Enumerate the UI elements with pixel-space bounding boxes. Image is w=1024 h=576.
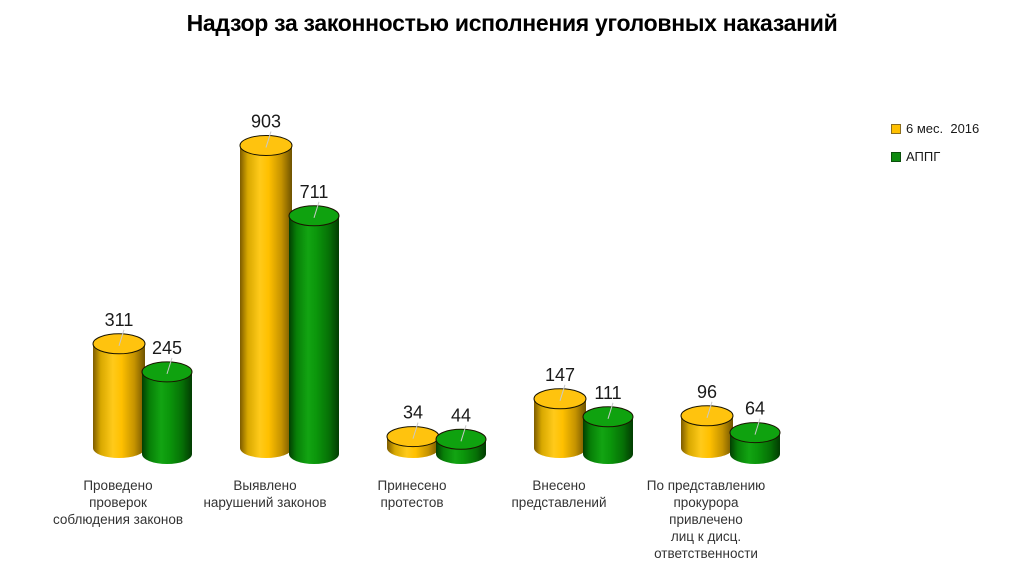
cylinder-top-s1-c3	[582, 406, 634, 428]
category-label-0: Проведено проверок соблюдения законов	[52, 478, 184, 527]
legend-item-appg: АППГ	[891, 149, 979, 164]
leader-line-s1-c3	[607, 402, 614, 419]
category-label-2: Принесено протестов	[377, 478, 447, 510]
value-label-s1-c4: 64	[745, 399, 765, 419]
legend: 6 мес. 2016 АППГ	[891, 121, 979, 164]
cylinder-body-s0-c3	[534, 398, 586, 458]
leader-line-s1-c4	[754, 418, 761, 435]
cylinder-top-s0-c4	[680, 405, 734, 427]
value-label-s1-c1: 711	[300, 182, 329, 202]
cylinder-top-s1-c4	[729, 422, 781, 444]
value-label-s0-c0: 311	[105, 310, 134, 330]
leader-line-s0-c1	[265, 131, 272, 148]
cylinder-top-s1-c0	[141, 361, 193, 383]
value-label-s0-c4: 96	[697, 382, 717, 402]
leader-line-s1-c2	[460, 425, 467, 442]
legend-swatch-appg	[891, 151, 901, 162]
legend-label-appg: АППГ	[906, 149, 941, 164]
value-label-s1-c2: 44	[451, 405, 471, 425]
category-label-1: Выявлено нарушений законов	[203, 478, 327, 510]
value-label-s0-c1: 903	[251, 112, 281, 132]
cylinder-top-s0-c1	[239, 135, 293, 156]
cylinder-body-s1-c1	[289, 215, 339, 464]
category-label-3: Внесено представлений	[511, 478, 607, 510]
cylinder-body-s0-c0	[93, 343, 145, 458]
cylinder-body-s0-c1	[240, 145, 292, 458]
leader-line-s1-c0	[166, 357, 173, 375]
cylinder-top-s1-c1	[288, 205, 340, 227]
legend-label-6mes-2016: 6 мес. 2016	[906, 121, 980, 136]
leader-line-s0-c4	[706, 401, 713, 418]
cylinder-top-s0-c0	[92, 333, 146, 355]
value-label-s1-c3: 111	[594, 383, 621, 403]
cylinder-body-s0-c4	[681, 415, 733, 458]
cylinder-top-s0-c3	[533, 388, 587, 410]
cylinder-body-s1-c3	[583, 416, 633, 464]
category-label-4: По представлению прокурора привлечено лиц к…	[646, 478, 766, 561]
leader-line-s0-c3	[559, 384, 566, 401]
leader-line-s0-c2	[412, 422, 419, 439]
leader-line-s1-c1	[313, 201, 320, 218]
cylinder-top-s0-c2	[386, 426, 440, 448]
value-label-s1-c0: 245	[152, 338, 182, 358]
cylinder-top-s1-c2	[435, 428, 487, 450]
legend-item-6mes-2016: 6 мес. 2016	[891, 121, 979, 136]
chart-title: Надзор за законностью исполнения уголовн…	[186, 10, 838, 36]
value-label-s0-c3: 147	[545, 365, 575, 385]
leader-line-s0-c0	[118, 329, 125, 346]
value-label-s0-c2: 34	[403, 403, 423, 423]
legend-swatch-6mes-2016	[891, 123, 901, 134]
cylinder-body-s1-c0	[142, 371, 192, 464]
